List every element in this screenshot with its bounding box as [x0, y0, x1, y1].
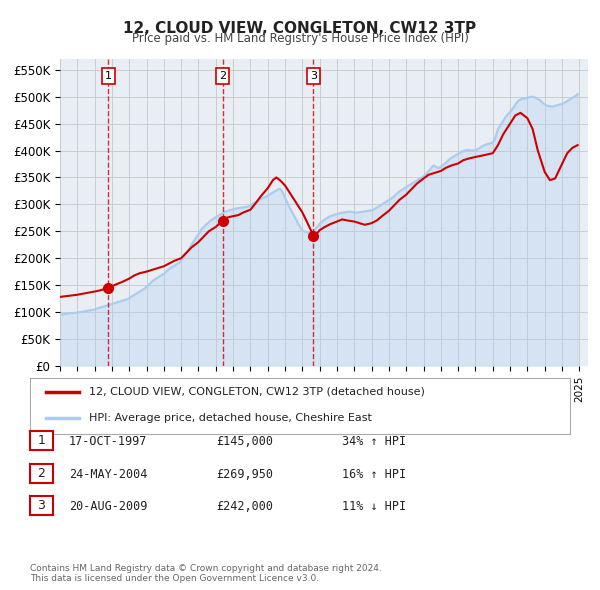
Text: 24-MAY-2004: 24-MAY-2004 [69, 468, 148, 481]
Text: £242,000: £242,000 [216, 500, 273, 513]
Text: 12, CLOUD VIEW, CONGLETON, CW12 3TP: 12, CLOUD VIEW, CONGLETON, CW12 3TP [124, 21, 476, 35]
Text: £269,950: £269,950 [216, 468, 273, 481]
Text: 20-AUG-2009: 20-AUG-2009 [69, 500, 148, 513]
Text: £145,000: £145,000 [216, 435, 273, 448]
Text: 16% ↑ HPI: 16% ↑ HPI [342, 468, 406, 481]
Text: 3: 3 [310, 71, 317, 81]
Text: HPI: Average price, detached house, Cheshire East: HPI: Average price, detached house, Ches… [89, 413, 372, 423]
Text: 12, CLOUD VIEW, CONGLETON, CW12 3TP (detached house): 12, CLOUD VIEW, CONGLETON, CW12 3TP (det… [89, 386, 425, 396]
Text: Price paid vs. HM Land Registry's House Price Index (HPI): Price paid vs. HM Land Registry's House … [131, 32, 469, 45]
Text: 17-OCT-1997: 17-OCT-1997 [69, 435, 148, 448]
Text: 1: 1 [37, 434, 46, 447]
Text: 2: 2 [219, 71, 226, 81]
Text: 2: 2 [37, 467, 46, 480]
Text: 11% ↓ HPI: 11% ↓ HPI [342, 500, 406, 513]
Text: 1: 1 [105, 71, 112, 81]
Text: 34% ↑ HPI: 34% ↑ HPI [342, 435, 406, 448]
Text: Contains HM Land Registry data © Crown copyright and database right 2024.
This d: Contains HM Land Registry data © Crown c… [30, 563, 382, 583]
Text: 3: 3 [37, 499, 46, 512]
